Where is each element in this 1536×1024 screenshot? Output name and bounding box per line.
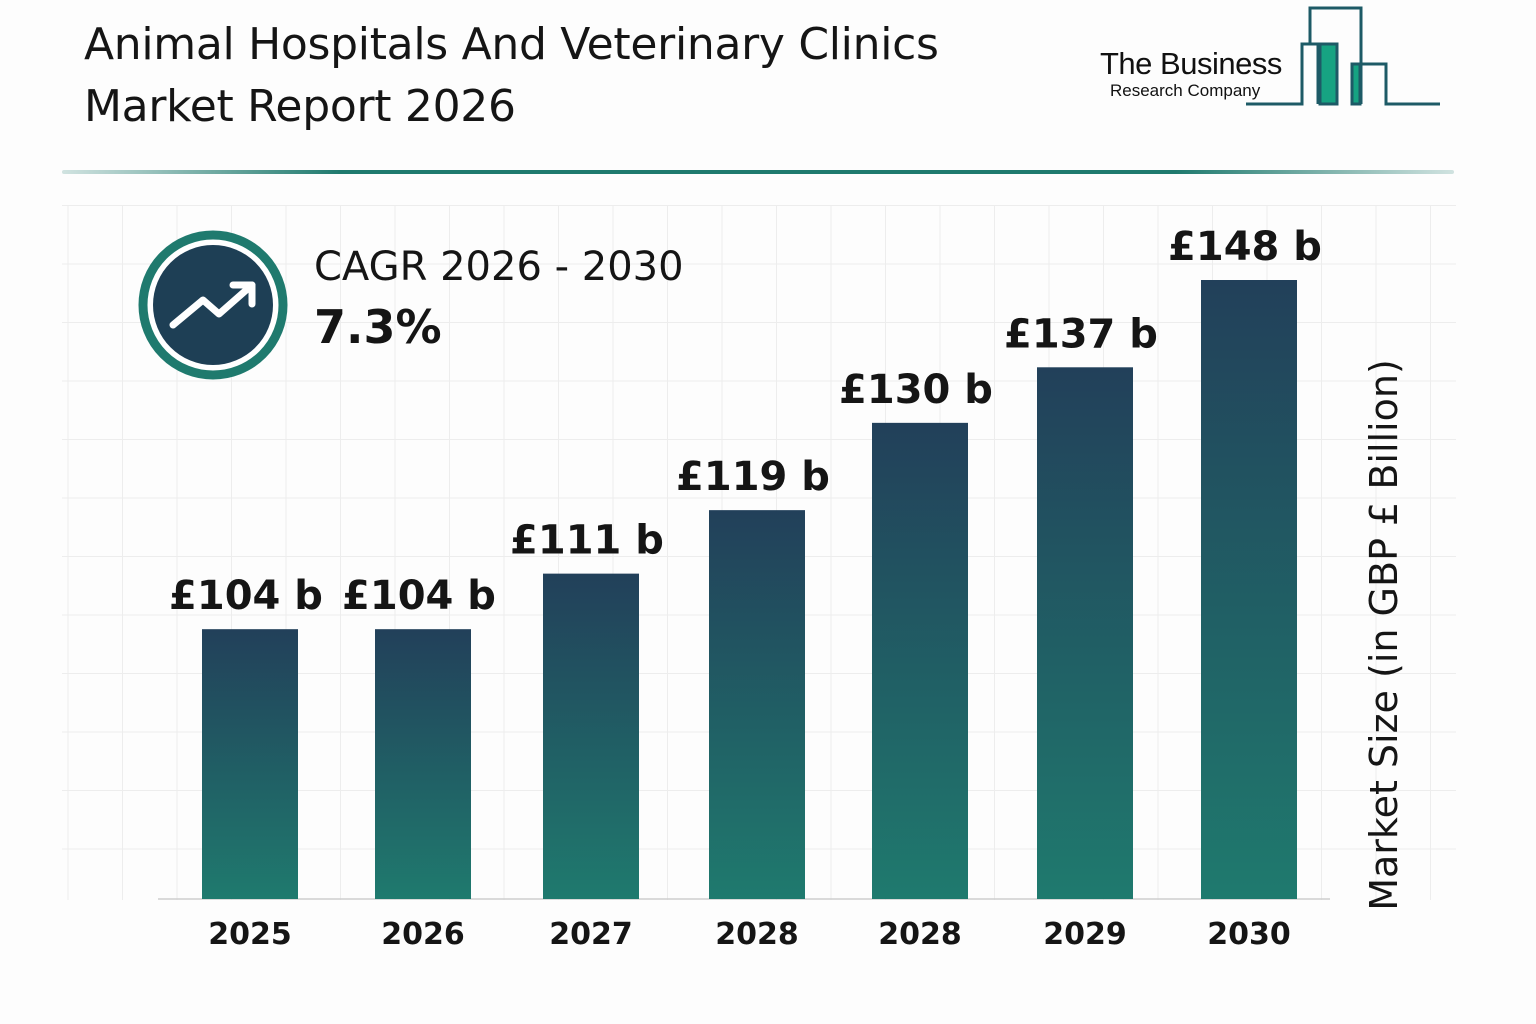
page-title: Animal Hospitals And Veterinary Clinics … [84,14,939,138]
data-label: £104 b [342,573,496,619]
logo-text-line-1: The Business [1100,46,1282,81]
data-label: £111 b [510,518,664,564]
data-label: £130 b [839,367,993,413]
bar-2030 [1201,280,1297,899]
cagr-label: CAGR 2026 - 2030 [314,244,684,290]
cagr-value: 7.3% [314,300,442,354]
title-line-2: Market Report 2026 [84,81,516,132]
company-logo: The Business Research Company [1096,4,1446,112]
x-tick-label: 2028 [878,917,962,952]
y-axis-label: Market Size (in GBP £ Billion) [1362,359,1406,911]
header-divider [62,170,1454,174]
title-line-1: Animal Hospitals And Veterinary Clinics [84,19,939,70]
bar-2025 [202,629,298,899]
data-label: £137 b [1004,311,1158,357]
x-tick-label: 2027 [549,917,633,952]
bar-2029 [1037,367,1133,899]
bar-2028 [709,510,805,899]
bar-2028 [872,422,968,899]
x-tick-label: 2030 [1207,917,1291,952]
x-tick-label: 2025 [208,917,292,952]
x-tick-label: 2028 [715,917,799,952]
x-tick-label: 2029 [1043,917,1127,952]
data-label: £104 b [169,573,323,619]
data-label: £148 b [1168,224,1322,270]
bar-2026 [375,629,471,899]
x-tick-label: 2026 [381,917,465,952]
bar-2027 [543,573,639,899]
data-label: £119 b [676,454,830,500]
trending-up-icon [138,230,288,380]
logo-text-line-2: Research Company [1110,81,1261,100]
logo-buildings-icon [1246,6,1440,106]
